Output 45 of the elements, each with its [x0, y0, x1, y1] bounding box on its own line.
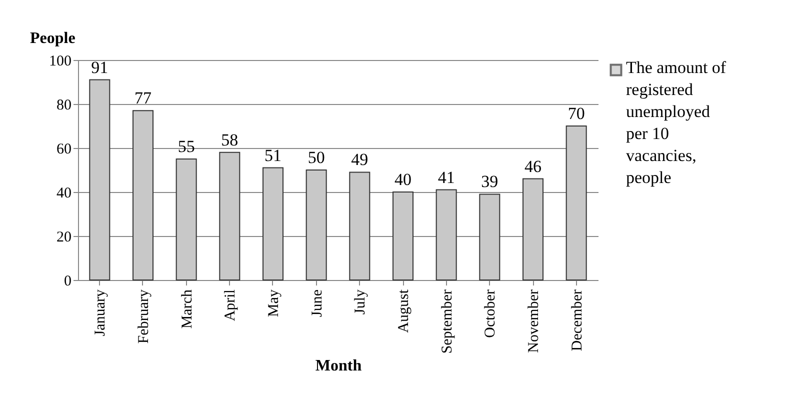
data-label: 70 [568, 104, 585, 123]
data-label: 49 [351, 150, 368, 170]
bar [479, 194, 500, 280]
data-label: 55 [178, 137, 195, 156]
x-axis-title: Month [315, 358, 362, 375]
y-tick-label: 0 [64, 274, 72, 290]
x-tick-label: August [396, 288, 412, 333]
x-tick-label: April [222, 290, 239, 322]
y-tick-label: 60 [56, 142, 72, 158]
bar [392, 192, 414, 280]
data-label: 51 [264, 146, 282, 165]
data-label: 58 [221, 130, 238, 150]
bar [262, 167, 284, 280]
x-tick-label: March [179, 289, 196, 329]
bar [176, 158, 197, 280]
data-label: 41 [438, 168, 455, 187]
y-tick-label: 80 [56, 98, 72, 114]
bar [566, 126, 587, 280]
data-label: 91 [91, 58, 108, 77]
bar [436, 189, 457, 280]
y-axis-title: People [30, 30, 76, 47]
data-label: 40 [394, 170, 412, 189]
y-tick-label: 20 [56, 230, 72, 246]
bar [132, 110, 154, 280]
x-tick-label: July [352, 289, 369, 315]
x-tick-label: November [526, 289, 542, 353]
y-tick-label: 100 [49, 54, 72, 70]
data-label: 77 [134, 88, 152, 108]
data-label: 46 [524, 156, 542, 176]
x-tick-label: September [439, 290, 456, 354]
data-label: 39 [481, 172, 498, 192]
x-tick-label: May [266, 289, 282, 317]
bar [349, 172, 370, 280]
legend-label: The amount of registered unemployed per 10 vacancies, people [626, 58, 726, 187]
x-tick-label: June [309, 289, 326, 317]
bar [522, 178, 544, 280]
x-tick-label: December [569, 290, 586, 352]
bar [89, 79, 110, 280]
y-tick-label: 40 [56, 186, 72, 202]
x-tick-label: January [92, 289, 109, 336]
bar [219, 152, 240, 280]
x-tick-label: October [482, 289, 499, 338]
x-tick-label: February [136, 289, 152, 344]
data-label: 50 [308, 148, 325, 167]
bar [306, 170, 327, 280]
